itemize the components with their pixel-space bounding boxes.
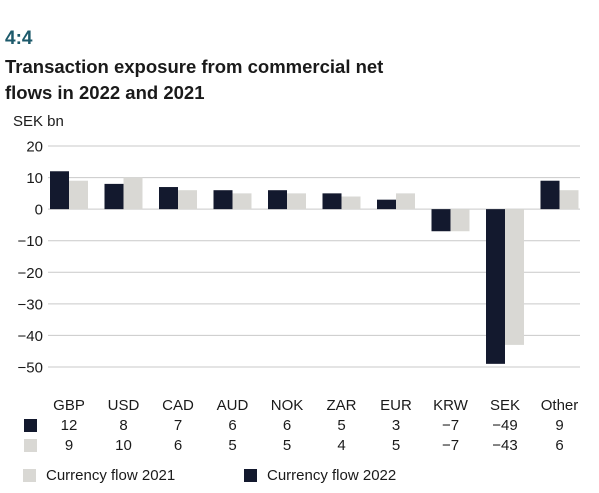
x-category-label: GBP bbox=[53, 397, 85, 414]
data-label-2022: 9 bbox=[555, 417, 563, 434]
x-category-label: AUD bbox=[217, 397, 249, 414]
y-axis-unit-label: SEK bn bbox=[13, 113, 64, 130]
data-label-2022: 12 bbox=[61, 417, 78, 434]
bar-2022 bbox=[268, 190, 287, 210]
y-tick-label: −20 bbox=[18, 265, 43, 282]
table-marker-2022 bbox=[24, 419, 37, 432]
bar-2022 bbox=[322, 193, 342, 210]
table-marker-2021 bbox=[24, 439, 37, 452]
bar-2021 bbox=[123, 177, 143, 210]
x-category-label: NOK bbox=[271, 397, 304, 414]
y-tick-label: −30 bbox=[18, 296, 43, 313]
data-label-2022: 6 bbox=[228, 417, 236, 434]
x-category-label: EUR bbox=[380, 397, 412, 414]
data-label-2021: 10 bbox=[115, 437, 132, 454]
bar-2021 bbox=[341, 196, 361, 210]
data-label-2022: 6 bbox=[283, 417, 291, 434]
data-label-2021: 6 bbox=[174, 437, 182, 454]
bar-2021 bbox=[450, 209, 470, 232]
data-label-2022: 8 bbox=[119, 417, 127, 434]
data-label-2021: −43 bbox=[492, 437, 517, 454]
x-category-label: ZAR bbox=[327, 397, 357, 414]
y-tick-label: −10 bbox=[18, 233, 43, 250]
bar-2021 bbox=[559, 190, 579, 210]
legend-swatch-2022 bbox=[244, 469, 257, 482]
legend-item-2022: Currency flow 2022 bbox=[244, 467, 396, 484]
bar-2021 bbox=[505, 209, 524, 345]
bar-2021 bbox=[178, 190, 197, 210]
data-label-2022: −49 bbox=[492, 417, 517, 434]
data-label-2022: 7 bbox=[174, 417, 182, 434]
bar-2022 bbox=[486, 209, 505, 364]
chart-title: Transaction exposure from commercial net… bbox=[5, 56, 384, 103]
bar-2022 bbox=[159, 187, 178, 210]
legend-label-2021: Currency flow 2021 bbox=[46, 467, 176, 484]
y-tick-label: 10 bbox=[26, 170, 43, 187]
legend-swatch-2021 bbox=[23, 469, 36, 482]
y-tick-label: 0 bbox=[35, 202, 43, 219]
figure-number: 4:4 bbox=[5, 28, 33, 49]
x-category-label: SEK bbox=[490, 397, 520, 414]
y-tick-label: −40 bbox=[18, 328, 43, 345]
data-label-2021: −7 bbox=[442, 437, 459, 454]
data-label-2022: 5 bbox=[337, 417, 345, 434]
bar-2021 bbox=[287, 193, 306, 210]
bar-2022 bbox=[377, 199, 396, 210]
bar-2021 bbox=[232, 193, 252, 210]
x-category-label: USD bbox=[108, 397, 140, 414]
x-category-label: KRW bbox=[433, 397, 469, 414]
y-tick-label: −50 bbox=[18, 360, 43, 377]
bar-2022 bbox=[213, 190, 233, 210]
legend-label-2022: Currency flow 2022 bbox=[267, 467, 397, 484]
data-label-2021: 9 bbox=[65, 437, 73, 454]
legend-item-2021: Currency flow 2021 bbox=[23, 467, 175, 484]
bar-2021 bbox=[69, 180, 88, 210]
data-label-2021: 4 bbox=[337, 437, 345, 454]
data-label-2022: 3 bbox=[392, 417, 400, 434]
data-label-2022: −7 bbox=[442, 417, 459, 434]
bar-2022 bbox=[540, 180, 560, 210]
bar-2022 bbox=[50, 171, 69, 210]
y-tick-label: 20 bbox=[26, 139, 43, 156]
bar-2022 bbox=[104, 183, 124, 210]
data-label-2021: 5 bbox=[283, 437, 291, 454]
bar-2021 bbox=[396, 193, 415, 210]
x-category-label: Other bbox=[541, 397, 579, 414]
x-category-label: CAD bbox=[162, 397, 194, 414]
bar-2022 bbox=[431, 209, 451, 232]
data-label-2021: 5 bbox=[228, 437, 236, 454]
data-label-2021: 5 bbox=[392, 437, 400, 454]
data-label-2021: 6 bbox=[555, 437, 563, 454]
